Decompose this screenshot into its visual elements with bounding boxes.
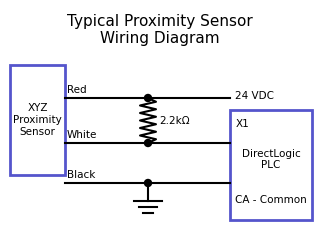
Text: Typical Proximity Sensor
Wiring Diagram: Typical Proximity Sensor Wiring Diagram [67,14,253,46]
Text: White: White [67,130,97,140]
Text: Black: Black [67,170,95,180]
Bar [230,110,312,220]
Circle shape [145,180,151,186]
Circle shape [145,139,151,146]
Text: XYZ
Proximity
Sensor: XYZ Proximity Sensor [13,103,62,137]
Text: CA - Common: CA - Common [235,195,307,205]
Text: 2.2kΩ: 2.2kΩ [159,115,190,126]
Text: 24 VDC: 24 VDC [235,91,274,101]
Circle shape [145,95,151,102]
Text: X1: X1 [236,119,250,129]
Bar [10,65,65,175]
Text: DirectLogic
PLC: DirectLogic PLC [242,149,300,170]
Text: Red: Red [67,85,87,95]
